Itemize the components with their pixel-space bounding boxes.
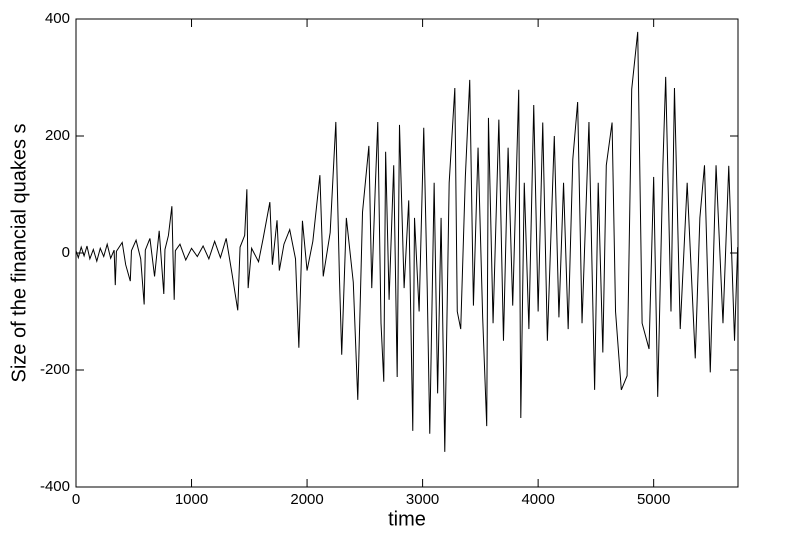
y-tick-label: 0: [62, 244, 70, 261]
y-axis-label: Size of the financial quakes s: [8, 123, 30, 382]
y-tick-label: -400: [40, 478, 70, 495]
y-tick-label: 400: [45, 10, 70, 27]
x-tick-label: 0: [72, 491, 80, 508]
x-tick-label: 1000: [175, 491, 208, 508]
x-tick-label: 2000: [290, 491, 323, 508]
y-tick-label: 200: [45, 127, 70, 144]
x-tick-label: 5000: [637, 491, 670, 508]
data-line: [75, 31, 739, 452]
x-axis-label: time: [388, 508, 426, 530]
x-tick-label: 4000: [521, 491, 554, 508]
x-tick-label: 3000: [406, 491, 439, 508]
y-tick-label: -200: [40, 361, 70, 378]
